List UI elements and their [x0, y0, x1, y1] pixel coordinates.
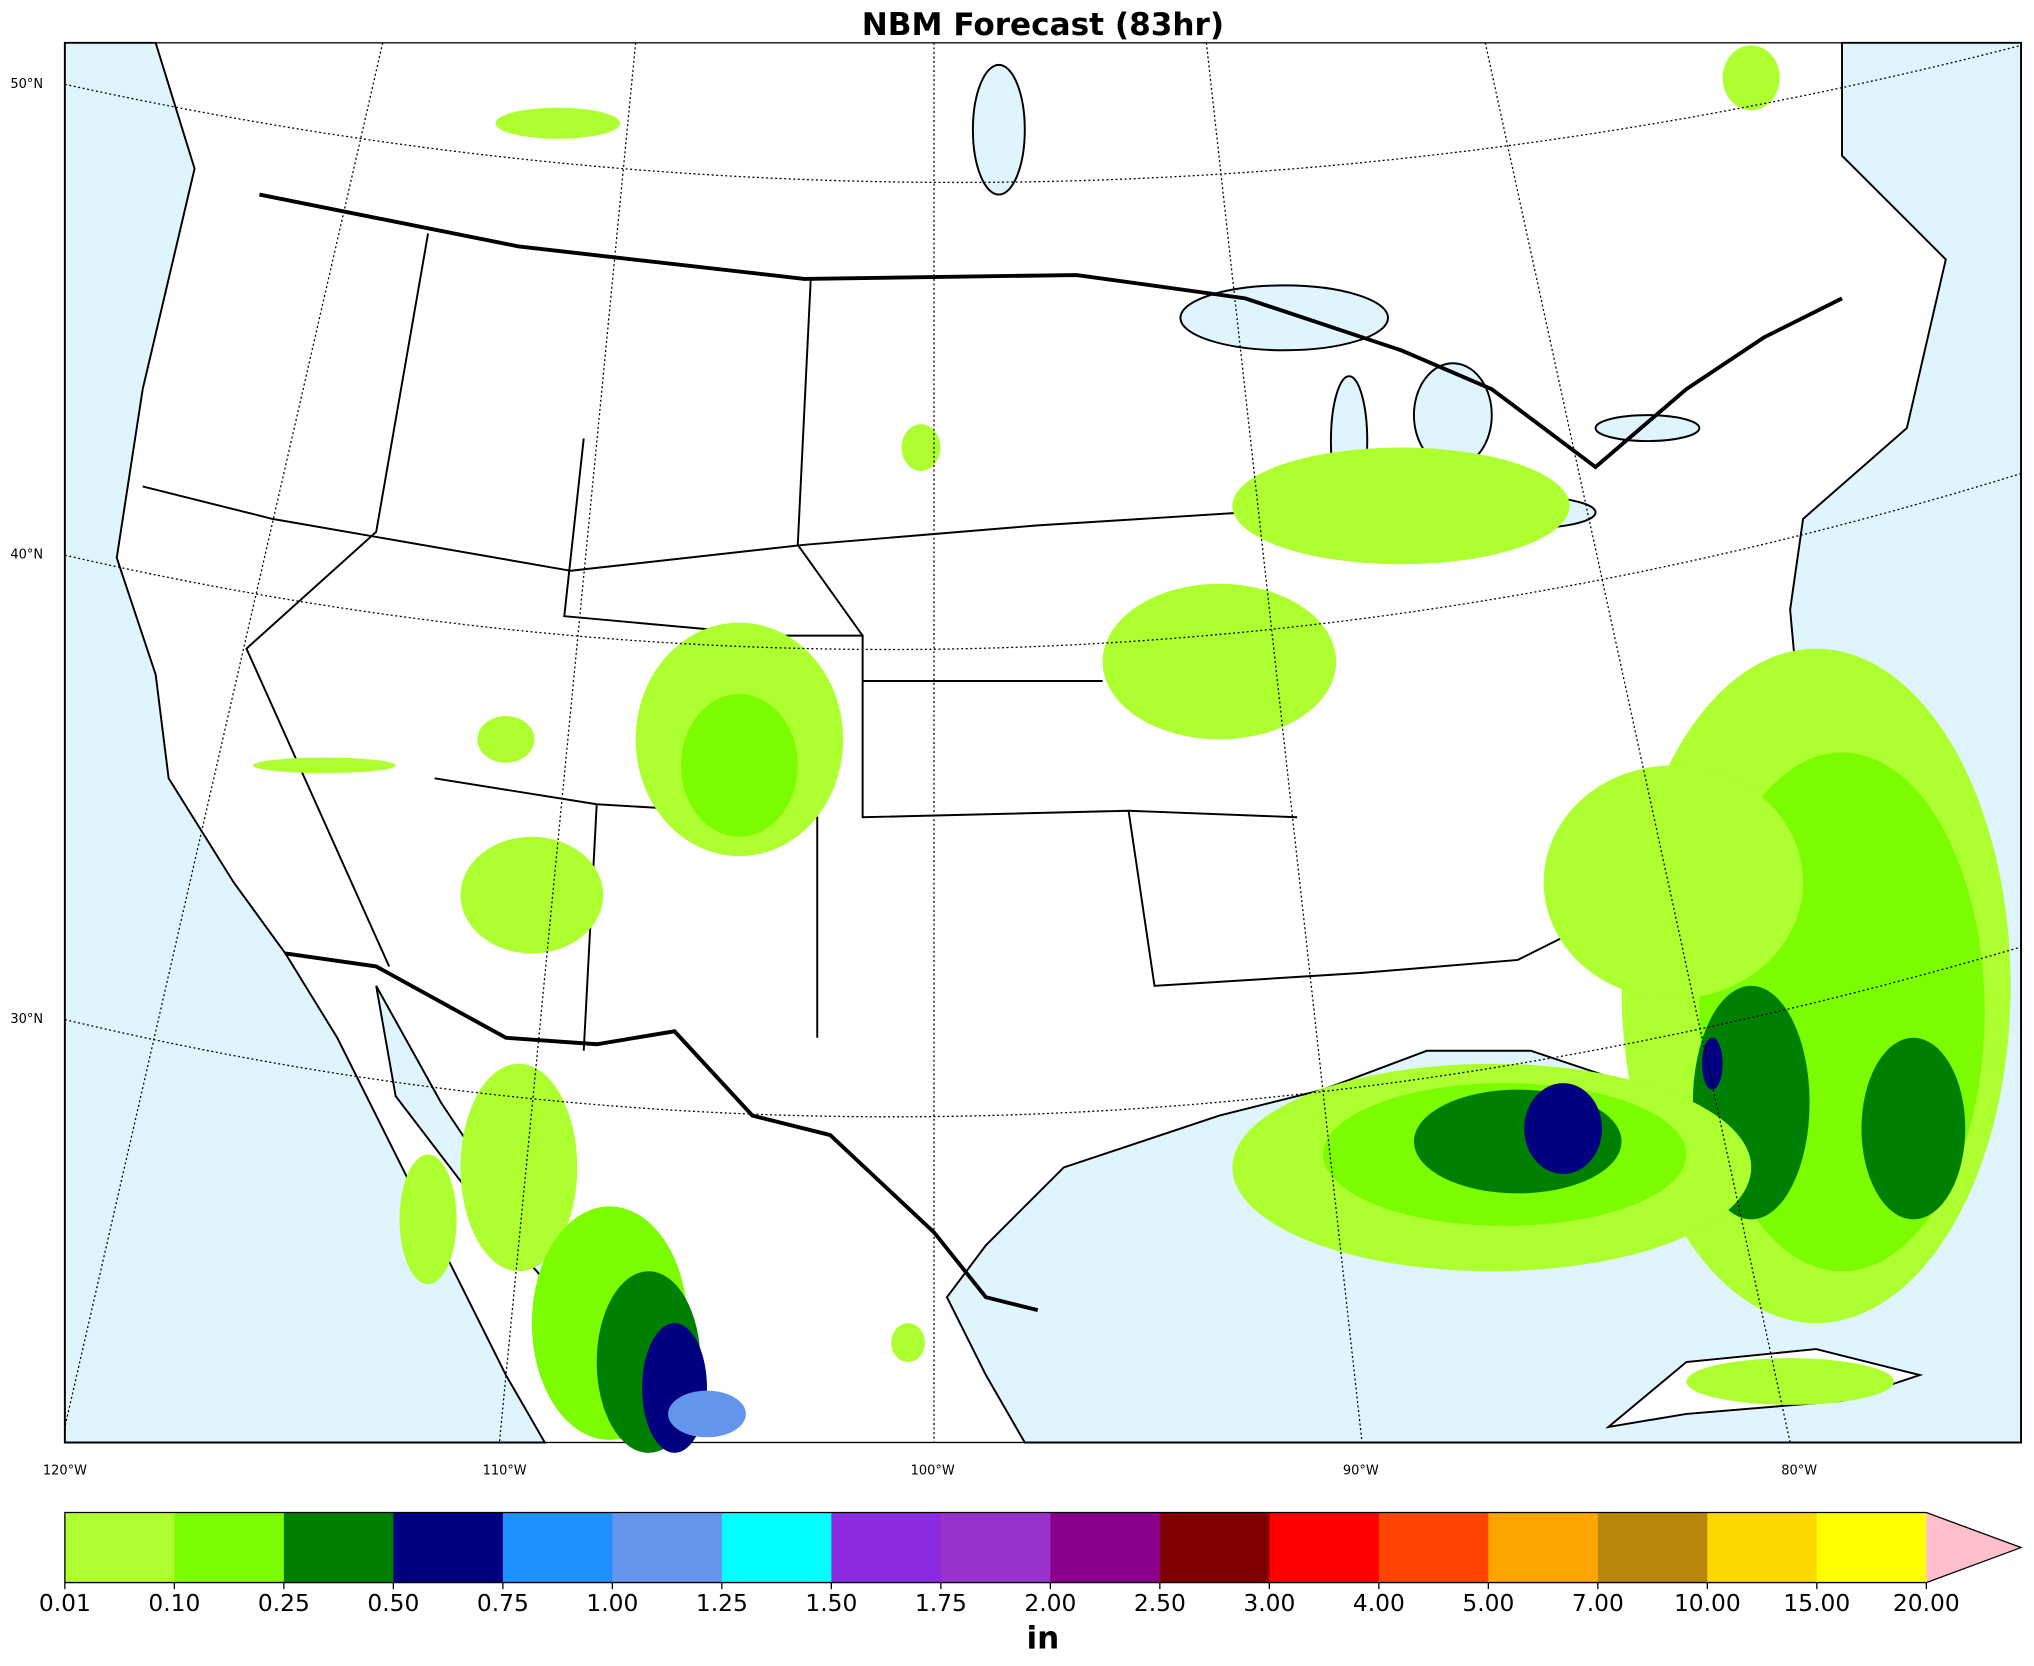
colorbar-segment [940, 1512, 1051, 1583]
colorbar-tick-label: 1.75 [915, 1589, 967, 1617]
colorbar-tick-label: 2.00 [1024, 1589, 1076, 1617]
precipitation [252, 45, 2011, 1453]
lat-labels: 50°N 40°N 30°N [10, 77, 43, 1027]
lon-label: 80°W [1781, 1464, 1817, 1479]
graticule [64, 42, 2022, 1443]
colorbar: 0.01 0.10 0.25 0.50 0.75 1.00 1.25 1.50 1.75 2.00… [39, 1511, 2023, 1617]
colorbar-tick-label: 0.75 [477, 1589, 529, 1617]
country-borders [259, 192, 1843, 1313]
colorbar-tick-label: 0.50 [367, 1589, 419, 1617]
colorbar-tick-label: 0.10 [148, 1589, 200, 1617]
colorbar-segment [1269, 1512, 1380, 1583]
colorbar-tick-label: 5.00 [1462, 1589, 1514, 1617]
lon-label: 120°W [43, 1464, 87, 1479]
colorbar-tick-label: 2.50 [1134, 1589, 1186, 1617]
lon-label: 90°W [1343, 1464, 1379, 1479]
colorbar-unit: in [1027, 1621, 1060, 1657]
great-lakes [971, 63, 1701, 529]
colorbar-tick-label: 10.00 [1674, 1589, 1741, 1617]
lon-label: 110°W [483, 1464, 527, 1479]
colorbar-tick-label: 1.00 [586, 1589, 638, 1617]
colorbar-tick-label: 20.00 [1893, 1589, 1960, 1617]
colorbar-tick-label: 1.25 [696, 1589, 748, 1617]
colorbar-segment [1050, 1512, 1161, 1583]
colorbar-tick-label: 3.00 [1243, 1589, 1295, 1617]
colorbar-segment [64, 1512, 176, 1583]
colorbar-tick-label: 0.25 [258, 1589, 310, 1617]
lat-label: 50°N [10, 77, 43, 92]
colorbar-segment [1378, 1512, 1489, 1583]
lat-label: 30°N [10, 1012, 43, 1027]
colorbar-segment [721, 1512, 832, 1583]
colorbar-segment [1597, 1512, 1708, 1583]
colorbar-tick-label: 15.00 [1783, 1589, 1850, 1617]
colorbar-segment [1816, 1512, 1927, 1583]
lon-labels: 120°W 110°W 100°W 90°W 80°W [43, 1464, 1817, 1479]
colorbar-tick-label: 1.50 [805, 1589, 857, 1617]
lat-label: 40°N [10, 548, 43, 563]
pacific-ocean [63, 41, 547, 1444]
map [63, 41, 2023, 1453]
state-borders [142, 233, 1726, 1051]
colorbar-outline [64, 1511, 2023, 1584]
colorbar-segment [174, 1512, 285, 1583]
colorbar-segment [1159, 1512, 1270, 1583]
lon-label: 100°W [911, 1464, 955, 1479]
colorbar-tick-label: 0.01 [39, 1589, 91, 1617]
colorbar-segment [831, 1512, 942, 1583]
colorbar-segment [502, 1512, 614, 1583]
colorbar-segment [1707, 1512, 1818, 1583]
colorbar-tick-label: 4.00 [1353, 1589, 1405, 1617]
colorbar-extend [1926, 1512, 2022, 1583]
colorbar-segment [283, 1512, 395, 1583]
colorbar-segment [612, 1512, 723, 1583]
colorbar-segment [1488, 1512, 1599, 1583]
colorbar-tick-label: 7.00 [1572, 1589, 1624, 1617]
colorbar-segment [393, 1512, 504, 1583]
title: NBM Forecast (83hr) [862, 7, 1224, 43]
